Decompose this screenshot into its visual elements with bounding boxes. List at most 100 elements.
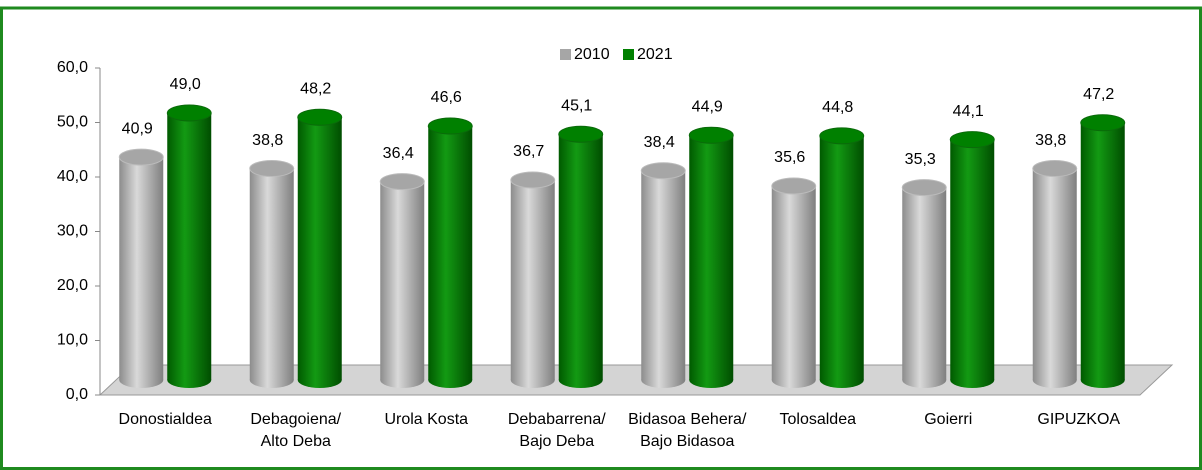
bar-body <box>1080 122 1125 380</box>
bar <box>771 177 817 388</box>
bar-top <box>558 125 604 143</box>
bar-body <box>819 135 864 380</box>
bar-top <box>640 162 686 180</box>
bar <box>166 104 212 388</box>
bar <box>688 126 734 388</box>
bar-top <box>118 148 164 166</box>
x-tick-label: GIPUZKOA <box>1037 411 1120 428</box>
bar-base <box>167 372 212 388</box>
x-tick-label: Urola Kosta <box>384 411 468 428</box>
bar-top <box>427 117 473 135</box>
x-tick-label-line: Bajo Deba <box>519 433 594 450</box>
value-label: 44,1 <box>953 103 984 120</box>
y-tick-label: 0,0 <box>66 386 88 403</box>
value-label: 40,9 <box>122 120 153 137</box>
bar-body <box>558 134 603 380</box>
y-tick-label: 50,0 <box>57 114 88 131</box>
value-label: 38,4 <box>644 134 675 151</box>
value-label: 44,8 <box>822 99 853 116</box>
bar-top <box>166 104 212 122</box>
y-tick-label: 30,0 <box>57 223 88 240</box>
x-tick-label: Debagoiena/Alto Deba <box>250 411 341 450</box>
value-label: 36,4 <box>383 145 414 162</box>
bar-body <box>1032 168 1077 380</box>
bar <box>1032 160 1078 388</box>
value-label: 45,1 <box>561 97 592 114</box>
x-tick-label: Debabarrena/Bajo Deba <box>508 411 606 450</box>
bar-base <box>249 372 294 388</box>
bar-base <box>819 372 864 388</box>
bar-base <box>1080 372 1125 388</box>
value-label: 36,7 <box>513 143 544 160</box>
bar-top <box>1032 160 1078 178</box>
bar-top <box>819 127 865 145</box>
bar-body <box>689 135 734 380</box>
frame <box>0 6 1202 470</box>
bar-body <box>950 139 995 380</box>
bar-body <box>641 170 686 380</box>
bar-base <box>950 372 995 388</box>
value-label: 35,6 <box>774 149 805 166</box>
bar-top <box>771 177 817 195</box>
bar-top <box>901 179 947 197</box>
x-tick-label-line: Bajo Bidasoa <box>640 433 734 450</box>
bar-body <box>510 179 555 380</box>
x-tick-label: Goierri <box>924 411 972 428</box>
legend-swatch <box>560 49 571 60</box>
bar-base <box>902 372 947 388</box>
bar-base <box>297 372 342 388</box>
y-tick-label: 60,0 <box>57 59 88 76</box>
value-label: 47,2 <box>1083 86 1114 103</box>
bar-body <box>902 187 947 380</box>
x-tick-label: Donostialdea <box>119 411 213 428</box>
bar-top <box>249 160 295 178</box>
bar-base <box>428 372 473 388</box>
bar-top <box>297 108 343 126</box>
value-label: 46,6 <box>431 89 462 106</box>
bar-body <box>249 168 294 380</box>
bar <box>427 117 473 388</box>
legend-label: 2010 <box>574 46 610 63</box>
bar <box>640 162 686 388</box>
bar <box>510 171 556 388</box>
bar-base <box>771 372 816 388</box>
bar-body <box>119 157 164 380</box>
value-label: 38,8 <box>1035 132 1066 149</box>
bar <box>949 131 995 388</box>
legend-swatch <box>623 49 634 60</box>
bar-base <box>510 372 555 388</box>
x-tick-label: Bidasoa Behera/Bajo Bidasoa <box>628 411 747 450</box>
legend-label: 2021 <box>637 46 673 63</box>
bar-base <box>119 372 164 388</box>
value-label: 48,2 <box>300 81 331 98</box>
y-tick-label: 40,0 <box>57 168 88 185</box>
x-tick-label-line: Alto Deba <box>261 433 331 450</box>
value-label: 35,3 <box>905 151 936 168</box>
bar <box>297 108 343 388</box>
bar <box>901 179 947 388</box>
bar <box>249 160 295 388</box>
bar-top <box>379 173 425 191</box>
bar <box>558 125 604 388</box>
bar-base <box>380 372 425 388</box>
bar-top <box>510 171 556 189</box>
bar <box>819 127 865 388</box>
value-label: 38,8 <box>252 132 283 149</box>
bar-body <box>428 126 473 380</box>
bar-body <box>167 112 212 380</box>
bar-body <box>380 181 425 380</box>
x-tick-label-line: Bidasoa Behera/ <box>628 411 747 428</box>
bar-base <box>641 372 686 388</box>
bar <box>118 148 164 388</box>
bar-top <box>949 131 995 149</box>
y-tick-label: 20,0 <box>57 277 88 294</box>
bar-base <box>558 372 603 388</box>
x-tick-label-line: Debagoiena/ <box>250 411 341 428</box>
bar-body <box>297 117 342 380</box>
value-label: 44,9 <box>692 99 723 116</box>
x-tick-label-line: Debabarrena/ <box>508 411 606 428</box>
bar <box>1080 114 1126 388</box>
bar-body <box>771 185 816 380</box>
x-tick-label: Tolosaldea <box>780 411 857 428</box>
